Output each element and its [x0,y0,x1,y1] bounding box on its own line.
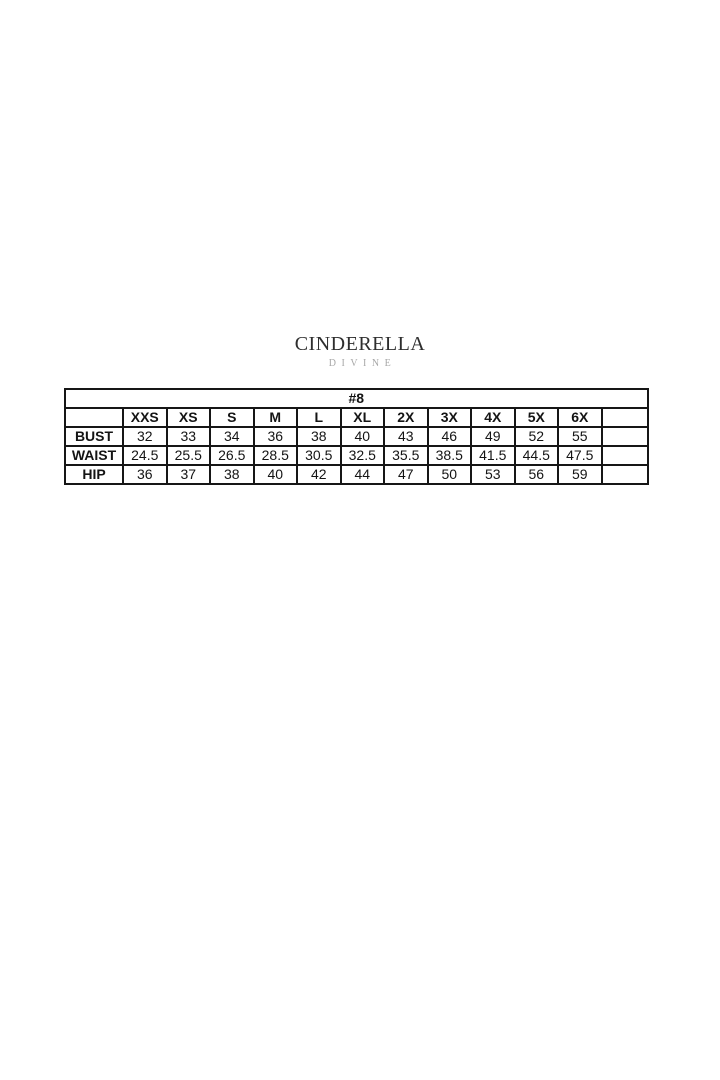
bust-value: 40 [339,426,385,447]
empty-cell [600,445,649,466]
row-label-bust: BUST [64,426,124,447]
bust-value: 52 [513,426,559,447]
size-header-2x: 2X [383,407,429,428]
size-header-s: S [209,407,255,428]
waist-value: 32.5 [339,445,385,466]
style-number-row: #8 [64,388,649,409]
waist-value: 47.5 [557,445,603,466]
size-header-4x: 4X [470,407,516,428]
brand-name: CINDERELLA [294,333,426,355]
bust-row: BUST 32 33 34 36 38 40 43 46 49 52 55 [64,426,649,447]
hip-value: 44 [339,464,385,485]
brand-subtitle: DIVINE [328,358,397,369]
empty-cell [600,426,649,447]
hip-value: 36 [122,464,168,485]
empty-cell [600,464,649,485]
hip-value: 59 [557,464,603,485]
size-header-xxs: XXS [122,407,168,428]
bust-value: 46 [426,426,472,447]
size-header-xl: XL [339,407,385,428]
hip-row: HIP 36 37 38 40 42 44 47 50 53 56 59 [64,464,649,485]
hip-value: 37 [165,464,211,485]
hip-value: 38 [209,464,255,485]
waist-value: 26.5 [209,445,255,466]
size-header-m: M [252,407,298,428]
waist-row: WAIST 24.5 25.5 26.5 28.5 30.5 32.5 35.5… [64,445,649,466]
hip-value: 42 [296,464,342,485]
bust-value: 36 [252,426,298,447]
size-header-6x: 6X [557,407,603,428]
size-header-l: L [296,407,342,428]
bust-value: 49 [470,426,516,447]
row-label-hip: HIP [64,464,124,485]
bust-value: 34 [209,426,255,447]
bust-value: 55 [557,426,603,447]
waist-value: 41.5 [470,445,516,466]
bust-value: 32 [122,426,168,447]
size-chart-table: #8 XXS XS S M L XL 2X 3X 4X 5X 6X BUST 3… [64,388,649,485]
waist-value: 24.5 [122,445,168,466]
hip-value: 56 [513,464,559,485]
hip-value: 50 [426,464,472,485]
hip-value: 40 [252,464,298,485]
bust-value: 43 [383,426,429,447]
waist-value: 44.5 [513,445,559,466]
size-header-3x: 3X [426,407,472,428]
brand-logo: CINDERELLA DIVINE [0,333,720,370]
style-number: #8 [64,388,649,409]
bust-value: 38 [296,426,342,447]
waist-value: 35.5 [383,445,429,466]
hip-value: 47 [383,464,429,485]
waist-value: 30.5 [296,445,342,466]
hip-value: 53 [470,464,516,485]
waist-value: 28.5 [252,445,298,466]
waist-value: 25.5 [165,445,211,466]
empty-cell [600,407,649,428]
size-header-5x: 5X [513,407,559,428]
size-header-xs: XS [165,407,211,428]
size-header-row: XXS XS S M L XL 2X 3X 4X 5X 6X [64,407,649,428]
corner-cell [64,407,124,428]
waist-value: 38.5 [426,445,472,466]
row-label-waist: WAIST [64,445,124,466]
bust-value: 33 [165,426,211,447]
